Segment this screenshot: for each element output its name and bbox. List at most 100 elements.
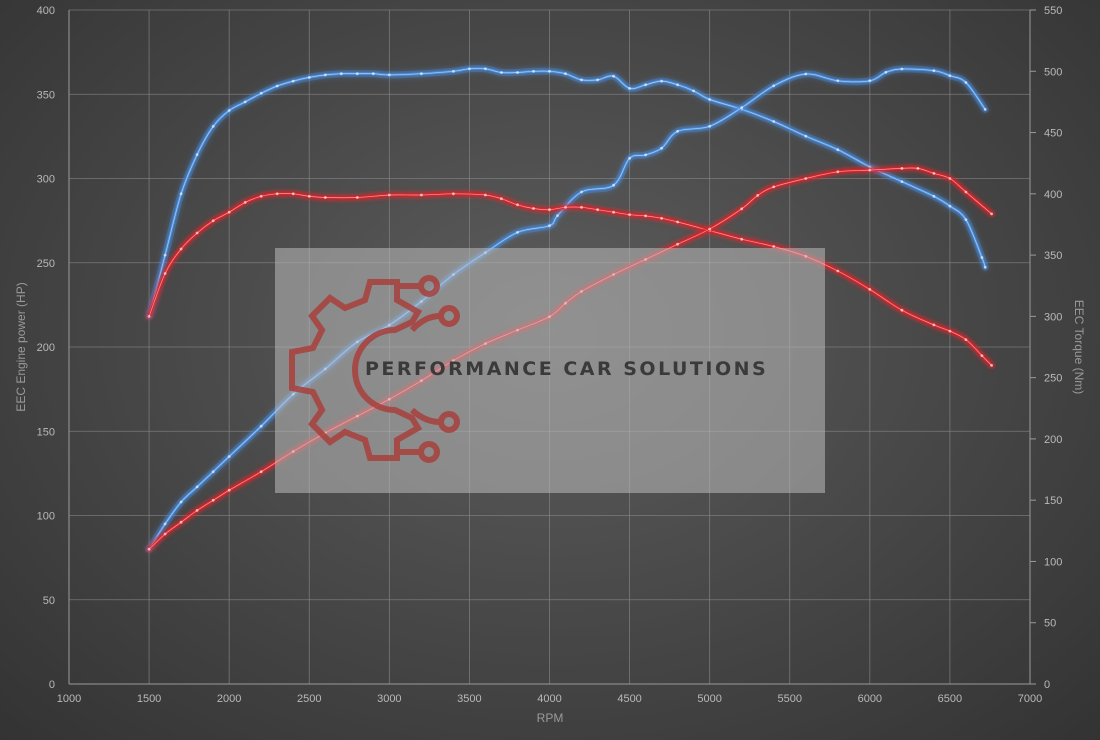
y-right-tick-label: 500 — [1044, 66, 1062, 78]
data-point — [932, 69, 936, 73]
data-point — [990, 212, 993, 216]
y-left-tick-label: 250 — [37, 258, 55, 270]
data-point — [420, 193, 423, 197]
data-point — [564, 72, 567, 76]
data-point — [147, 547, 151, 551]
y-left-tick-label: 300 — [37, 174, 55, 186]
data-point — [227, 488, 231, 492]
data-point — [932, 323, 936, 327]
data-point — [484, 67, 487, 71]
y-right-tick-label: 0 — [1044, 679, 1050, 691]
series-stock-power-line — [145, 65, 989, 553]
data-point — [163, 532, 167, 536]
data-point — [387, 73, 391, 77]
data-point — [660, 146, 663, 150]
data-point — [596, 78, 599, 82]
series-lines — [145, 64, 996, 553]
data-point — [740, 106, 744, 110]
y-left-tick-label: 400 — [37, 5, 55, 17]
data-point — [179, 500, 183, 504]
data-point — [964, 218, 968, 222]
y-right-tick-label: 200 — [1044, 434, 1062, 446]
data-point — [804, 134, 808, 138]
data-point — [868, 288, 872, 291]
data-point — [259, 424, 263, 428]
data-point — [227, 109, 231, 112]
data-point — [468, 67, 471, 71]
data-point — [227, 455, 231, 458]
data-point — [179, 192, 183, 196]
data-point — [211, 219, 215, 223]
data-point — [275, 84, 279, 88]
data-point — [868, 168, 872, 172]
data-point — [291, 79, 295, 83]
data-point — [740, 207, 744, 211]
x-tick-label: 3000 — [377, 693, 401, 705]
data-point — [836, 170, 840, 174]
data-point — [612, 74, 615, 78]
data-point — [676, 242, 679, 246]
data-point — [660, 79, 663, 83]
data-point — [836, 269, 840, 273]
data-point — [211, 470, 215, 474]
data-point — [484, 193, 487, 197]
y-right-tick-label: 400 — [1044, 189, 1062, 201]
data-point — [580, 190, 583, 194]
data-point — [516, 71, 519, 74]
data-point — [804, 177, 808, 180]
x-tick-label: 4000 — [537, 693, 561, 705]
data-point — [323, 73, 327, 77]
data-point — [179, 520, 183, 524]
data-point — [291, 192, 295, 196]
y-left-tick-label: 0 — [49, 679, 55, 691]
x-tick-label: 2500 — [297, 693, 321, 705]
data-point — [932, 194, 936, 198]
data-point — [676, 83, 679, 87]
data-point — [564, 205, 567, 209]
data-point — [676, 129, 679, 133]
data-point — [900, 180, 904, 184]
data-point — [708, 98, 712, 101]
data-point — [556, 214, 559, 218]
data-point — [644, 214, 647, 218]
data-point — [868, 79, 872, 83]
data-point — [692, 89, 695, 93]
data-point — [307, 194, 311, 198]
data-point — [708, 227, 712, 231]
data-point — [452, 69, 455, 73]
data-point — [355, 72, 359, 76]
tick-labels: 1000 1500 2000 2500 3000 3500 4000 4500 5000 5500… — [37, 5, 1063, 705]
data-point — [916, 167, 920, 170]
data-point — [243, 100, 247, 104]
data-point — [804, 72, 808, 76]
data-point — [371, 72, 375, 76]
x-axis-title: RPM — [537, 711, 564, 725]
data-point — [532, 69, 535, 73]
y-right-tick-label: 50 — [1044, 618, 1056, 630]
data-point — [964, 81, 968, 84]
data-point — [163, 272, 167, 275]
data-point — [243, 201, 247, 204]
data-point — [948, 74, 952, 78]
data-point — [580, 205, 583, 209]
y-right-tick-label: 550 — [1044, 5, 1062, 17]
y-axis-right-title: EEC Torque (Nm) — [1072, 300, 1086, 394]
data-point — [452, 192, 455, 196]
data-point — [323, 196, 327, 199]
x-tick-label: 2000 — [217, 693, 241, 705]
data-point — [772, 120, 776, 123]
data-point — [628, 213, 631, 217]
gear-circuit-logo-icon — [289, 275, 460, 463]
data-point — [163, 522, 167, 526]
data-point — [884, 70, 888, 74]
data-point — [740, 237, 744, 241]
data-point — [195, 485, 199, 489]
data-point — [772, 185, 776, 189]
y-right-tick-label: 250 — [1044, 373, 1062, 385]
data-point — [147, 315, 151, 318]
y-left-tick-label: 200 — [37, 342, 55, 354]
data-point — [900, 308, 904, 312]
x-tick-label: 1500 — [137, 693, 161, 705]
data-point — [355, 196, 359, 199]
